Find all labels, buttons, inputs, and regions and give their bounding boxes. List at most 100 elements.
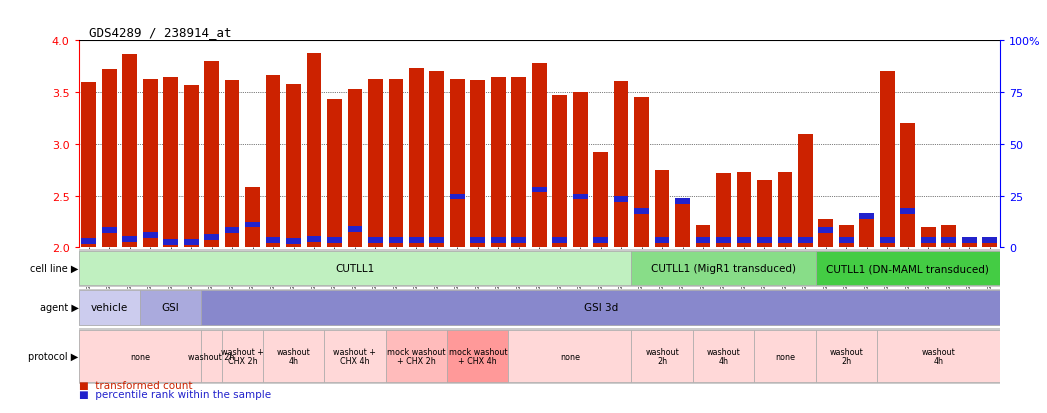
Text: GDS4289 / 238914_at: GDS4289 / 238914_at [89,26,231,39]
Bar [839,237,853,243]
Bar [102,227,116,233]
Text: mock washout
+ CHX 2h: mock washout + CHX 2h [387,347,446,366]
Bar [532,64,547,248]
Bar [860,214,874,220]
Bar [511,237,526,243]
Bar [286,239,300,244]
Text: washout +
CHX 4h: washout + CHX 4h [334,347,376,366]
Text: CUTLL1 (MigR1 transduced): CUTLL1 (MigR1 transduced) [651,263,796,273]
Text: ■  transformed count: ■ transformed count [79,380,192,390]
Bar [614,82,628,248]
Bar [839,225,853,248]
Bar [573,194,587,200]
Bar [860,217,874,248]
Bar [348,90,362,248]
Bar [675,198,690,204]
Bar [778,173,793,248]
Bar [819,220,833,248]
Text: washout
4h: washout 4h [707,347,740,366]
Text: mock washout
+ CHX 4h: mock washout + CHX 4h [448,347,507,366]
Bar [222,330,263,382]
Bar [429,237,444,243]
Bar [266,75,281,248]
Text: CUTLL1: CUTLL1 [335,263,375,273]
Bar [962,237,977,248]
Bar [693,330,754,382]
Bar [921,227,936,248]
Bar [982,237,997,248]
Text: none: none [130,352,150,361]
Bar [532,187,547,193]
Bar [163,77,178,248]
Bar [695,237,710,243]
Text: none: none [775,352,795,361]
Bar [900,124,915,248]
Bar [695,225,710,248]
Text: GSI: GSI [162,303,179,313]
Bar [142,233,157,238]
Bar [102,70,116,248]
Bar [385,330,447,382]
Text: GSI 3d: GSI 3d [583,303,618,313]
Bar [266,237,281,243]
Bar [879,72,894,248]
Text: ■  percentile rank within the sample: ■ percentile rank within the sample [79,389,271,399]
Bar [325,330,385,382]
Text: protocol ▶: protocol ▶ [28,351,79,361]
Bar [263,330,325,382]
Bar [654,170,669,248]
Bar [877,330,1000,382]
Bar [631,330,693,382]
Text: agent ▶: agent ▶ [40,303,79,313]
Bar [184,86,199,248]
Bar [941,237,956,243]
Bar [816,330,877,382]
Bar [327,100,341,248]
Bar [163,240,178,245]
Bar [348,226,362,232]
Bar [369,237,383,243]
Bar [447,330,509,382]
Bar [409,237,424,243]
Bar [225,81,240,248]
Bar [307,237,321,242]
Bar [509,330,631,382]
Bar [754,330,816,382]
Bar [140,291,201,325]
Bar [79,291,140,325]
Bar [388,79,403,248]
Bar [79,252,631,285]
Bar [245,188,260,248]
Bar [879,237,894,243]
Text: washout +
CHX 2h: washout + CHX 2h [221,347,264,366]
Bar [369,79,383,248]
Bar [201,330,222,382]
Bar [204,62,219,248]
Text: washout
4h: washout 4h [921,347,955,366]
Bar [388,237,403,243]
Bar [204,235,219,240]
Bar [553,96,567,248]
Bar [450,194,465,200]
Bar [201,291,1000,325]
Bar [941,225,956,248]
Bar [737,237,752,243]
Bar [819,227,833,233]
Bar [737,173,752,248]
Bar [184,240,199,245]
Bar [614,196,628,202]
Bar [798,237,812,243]
Bar [982,237,997,243]
Bar [634,98,649,248]
Bar [553,237,567,243]
Bar [962,237,977,243]
Bar [122,237,137,242]
Bar [450,79,465,248]
Bar [778,237,793,243]
Bar [716,237,731,243]
Bar [634,209,649,214]
Bar [675,201,690,248]
Bar [409,69,424,248]
Text: none: none [560,352,580,361]
Bar [491,77,506,248]
